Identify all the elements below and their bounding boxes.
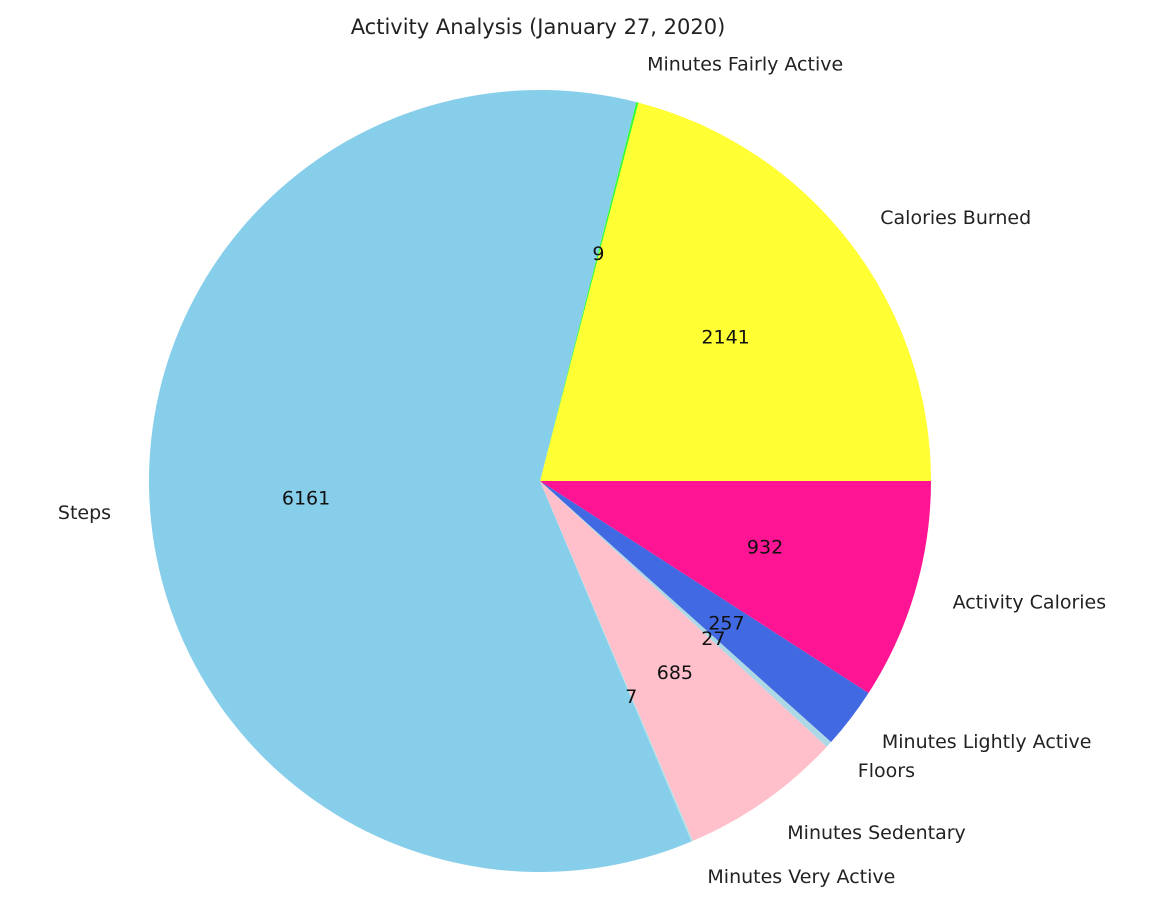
- value-label-minutes-fairly-active: 9: [592, 243, 604, 265]
- value-label-minutes-lightly-active: 257: [708, 612, 744, 634]
- value-label-floors: 27: [701, 628, 725, 650]
- slice-label-minutes-fairly-active: Minutes Fairly Active: [647, 53, 843, 75]
- pie-slice-minutes-very-active: [540, 481, 693, 842]
- slice-label-minutes-very-active: Minutes Very Active: [707, 866, 895, 888]
- value-label-minutes-sedentary: 685: [657, 662, 693, 684]
- slice-label-minutes-sedentary: Minutes Sedentary: [787, 822, 966, 844]
- value-label-steps: 6161: [282, 487, 330, 509]
- pie-slice-steps: [148, 90, 692, 873]
- slice-label-steps: Steps: [58, 502, 111, 524]
- value-label-minutes-very-active: 7: [625, 686, 637, 708]
- value-label-calories-burned: 2141: [701, 327, 749, 349]
- slice-label-activity-calories: Activity Calories: [953, 592, 1107, 614]
- pie-slice-calories-burned: [540, 102, 931, 481]
- chart-title: Activity Analysis (January 27, 2020): [351, 15, 726, 39]
- pie-outer-labels: Calories Burned Minutes Fairly Active Step…: [58, 53, 1106, 888]
- value-label-activity-calories: 932: [747, 536, 783, 558]
- slice-label-calories-burned: Calories Burned: [880, 207, 1031, 229]
- slice-label-minutes-lightly-active: Minutes Lightly Active: [882, 731, 1092, 753]
- pie-slices: [148, 90, 931, 873]
- pie-slice-minutes-sedentary: [540, 481, 827, 841]
- slice-label-floors: Floors: [858, 760, 915, 782]
- pie-slice-floors: [540, 481, 832, 747]
- pie-slice-minutes-lightly-active: [540, 481, 869, 743]
- pie-slice-minutes-fairly-active: [540, 102, 639, 482]
- pie-slice-activity-calories: [540, 481, 931, 693]
